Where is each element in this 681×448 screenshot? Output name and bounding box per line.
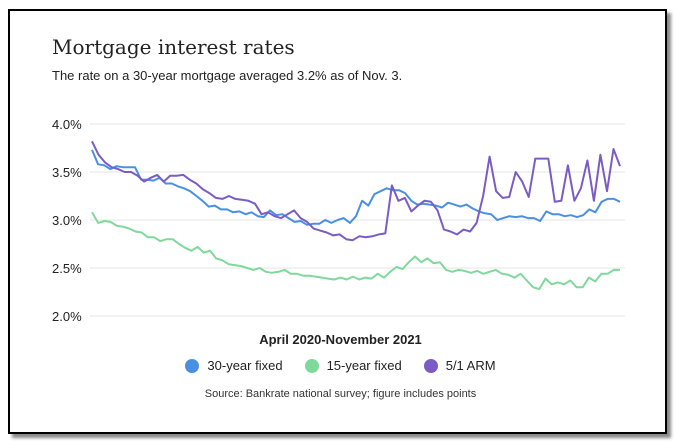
y-axis-ticks: 2.0% 2.5% 3.0% 3.5% 4.0% <box>52 117 82 324</box>
series-line-5-1-arm <box>91 140 621 242</box>
series-line-30-year-fixed <box>91 149 621 226</box>
legend-label-arm: 5/1 ARM <box>445 358 496 373</box>
y-tick-label: 4.0% <box>52 117 82 132</box>
legend-item-arm: 5/1 ARM <box>423 358 496 373</box>
y-tick-label: 3.0% <box>52 213 82 228</box>
legend-label-15-year: 15-year fixed <box>326 358 402 373</box>
legend-swatch-30-year <box>185 358 200 373</box>
chart-title: Mortgage interest rates <box>52 35 295 59</box>
legend-swatch-arm <box>423 358 438 373</box>
chart-frame <box>8 9 667 434</box>
series-lines <box>91 140 621 291</box>
legend-item-30-year: 30-year fixed <box>185 358 283 373</box>
legend-swatch-15-year <box>304 358 319 373</box>
x-axis-title: April 2020-November 2021 <box>259 332 422 347</box>
series-line-15-year-fixed <box>91 211 620 291</box>
y-tick-label: 2.5% <box>52 261 82 276</box>
y-tick-label: 2.0% <box>52 309 82 324</box>
source-note: Source: Bankrate national survey; figure… <box>204 388 477 400</box>
legend-item-15-year: 15-year fixed <box>304 358 402 373</box>
legend: 30-year fixed 15-year fixed 5/1 ARM <box>0 358 681 373</box>
grid-lines <box>90 123 625 317</box>
legend-label-30-year: 30-year fixed <box>207 358 283 373</box>
y-tick-label: 3.5% <box>52 165 82 180</box>
chart-subtitle: The rate on a 30-year mortgage averaged … <box>52 68 403 83</box>
